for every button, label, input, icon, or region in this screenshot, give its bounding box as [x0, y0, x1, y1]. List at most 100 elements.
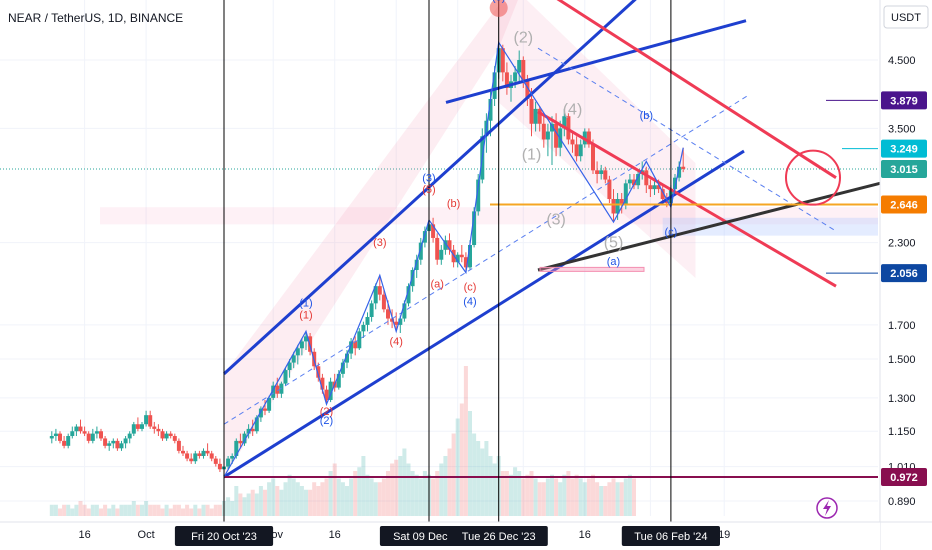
candle-body [66, 436, 71, 446]
candle-body [545, 131, 550, 140]
volume-bar [271, 478, 276, 516]
candle-body [513, 72, 518, 82]
candle-body [398, 318, 403, 325]
candle-body [550, 123, 554, 132]
volume-bar [66, 504, 71, 516]
price-tick-label: 1.150 [888, 426, 916, 438]
volume-bar [49, 504, 54, 516]
volume-bar [632, 478, 636, 516]
volume-bar [365, 474, 370, 516]
candle-body [230, 455, 235, 459]
volume-bar [86, 508, 91, 516]
volume-bar [529, 471, 534, 516]
volume-bar [431, 478, 436, 516]
volume-bar [459, 403, 464, 516]
date-badge [174, 526, 274, 546]
candle-body [189, 458, 194, 462]
candle-body [574, 144, 579, 157]
candle-body [500, 48, 505, 73]
wave-label: (4) [563, 102, 583, 119]
price-badge-label: 2.056 [890, 268, 918, 280]
volume-bar [226, 497, 231, 516]
candle-body [603, 170, 608, 180]
channel-upper-line [222, 0, 637, 375]
wave-label: (3) [373, 237, 386, 249]
channel-mid-line [223, 95, 749, 425]
candle-body [652, 185, 657, 190]
candle-body [275, 385, 280, 394]
candle-body [365, 316, 370, 325]
candle-body [599, 170, 604, 174]
candle-body [632, 179, 636, 186]
candle-body [529, 98, 534, 124]
currency-box[interactable] [883, 5, 929, 29]
volume-bar [217, 504, 222, 516]
candle-body [357, 331, 362, 349]
chart-title: NEAR / TetherUS, 1D, BINANCE [8, 11, 183, 25]
wave-label: (b) [447, 198, 460, 210]
volume-bar [545, 478, 550, 516]
price-tick-label: 0.890 [888, 496, 916, 508]
wave-label: (b) [640, 110, 653, 122]
volume-bar [619, 482, 624, 516]
volume-bar [336, 478, 341, 516]
volume-bar [320, 482, 325, 516]
volume-bar [328, 471, 333, 516]
candle-body [533, 108, 538, 124]
volume-bar [53, 504, 58, 516]
volume-bar [578, 478, 583, 516]
candle-body [304, 336, 308, 342]
candle-body [345, 353, 349, 363]
candle-body [623, 183, 628, 206]
highlight-circle [785, 149, 841, 206]
volume-bar [250, 489, 255, 516]
wave-label: (2) [320, 406, 333, 418]
volume-bar [119, 504, 124, 516]
candle-body [349, 341, 354, 354]
volume-bar [603, 486, 608, 516]
candle-body [619, 199, 624, 206]
volume-bar [558, 482, 563, 516]
candle-body [168, 433, 173, 437]
volume-bar [312, 482, 317, 516]
candle-body [595, 170, 600, 174]
wave-label: (4) [463, 296, 476, 308]
volume-bar [525, 474, 530, 516]
candle-body [201, 450, 206, 456]
volume-bar [304, 489, 308, 516]
volume-bar [131, 501, 136, 516]
candle-body [615, 199, 620, 214]
volume-bar [615, 482, 620, 516]
wave-label: (c) [664, 227, 677, 239]
candle-body [673, 177, 677, 190]
volume-bar [275, 486, 280, 516]
volume-bar [340, 482, 345, 516]
candle-body [476, 179, 481, 212]
volume-bar [164, 504, 169, 516]
lightning-icon[interactable] [816, 497, 838, 519]
volume-bar [70, 508, 75, 516]
price-tick-label: 1.700 [888, 320, 916, 332]
volume-bar [381, 478, 386, 516]
volume-bar [533, 478, 538, 516]
volume-bar [291, 478, 296, 516]
candle-body [115, 440, 120, 449]
volume-bar [414, 474, 419, 516]
candle-body [94, 431, 99, 434]
volume-bar [168, 508, 173, 516]
candle-body [636, 173, 641, 186]
volume-bar [357, 467, 362, 516]
volume-bar [390, 463, 395, 516]
candle-body [135, 424, 140, 429]
price-badge-label: 3.249 [890, 144, 918, 156]
falling-lower-line [537, 110, 837, 288]
price-badge-label: 0.972 [890, 472, 918, 484]
candle-body [152, 426, 157, 429]
candle-layer [49, 42, 686, 478]
candle-body [455, 254, 460, 263]
candle-body [58, 433, 62, 441]
volume-layer [49, 366, 636, 516]
volume-bar [213, 504, 218, 516]
